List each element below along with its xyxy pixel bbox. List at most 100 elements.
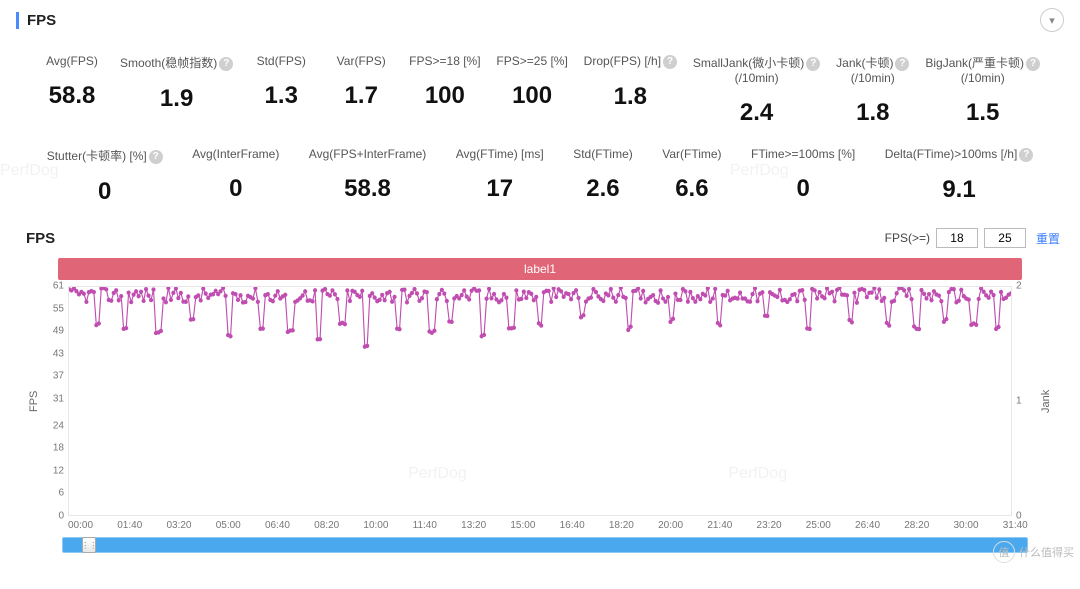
fps-series-point — [775, 295, 779, 299]
chart-title: FPS — [20, 230, 55, 247]
help-icon[interactable]: ? — [895, 57, 909, 71]
fps-filter: FPS(>=) 重置 — [885, 228, 1060, 248]
fps-series-point — [437, 292, 441, 296]
time-range-slider[interactable]: ⋮⋮ — [62, 537, 1028, 553]
fps-series-point — [420, 296, 424, 300]
fps-series-point — [862, 288, 866, 292]
fps-series-point — [186, 294, 190, 298]
fps-series-point — [328, 293, 332, 297]
fps-series-point — [266, 292, 270, 296]
fps-series-point — [539, 323, 543, 327]
help-icon[interactable]: ? — [663, 55, 677, 69]
stat-cell: FPS>=25 [%]100 — [488, 50, 575, 120]
fps-series-point — [435, 297, 439, 301]
fps-series-point — [907, 287, 911, 291]
fps-series-point — [855, 300, 859, 304]
help-icon[interactable]: ? — [149, 150, 163, 164]
stats-row-2: Stutter(卡顿率) [%]?0Avg(InterFrame)0Avg(FP… — [12, 137, 1068, 216]
stat-label: FPS>=25 [%] — [492, 54, 571, 68]
fps-series-point — [569, 297, 573, 301]
stat-cell: Drop(FPS) [/h]?1.8 — [576, 50, 685, 121]
x-tick: 06:40 — [265, 520, 290, 531]
y-tick-right: 2 — [1016, 281, 1022, 292]
fps-series-point — [410, 291, 414, 295]
fps-series-point — [996, 325, 1000, 329]
fps-series-point — [370, 291, 374, 295]
x-tick: 13:20 — [461, 520, 486, 531]
fps-series-point — [659, 288, 663, 292]
collapse-button[interactable]: ▾ — [1040, 8, 1064, 32]
x-tick: 11:40 — [413, 520, 437, 531]
fps-series-point — [922, 292, 926, 296]
fps-series-point — [698, 297, 702, 301]
fps-series-point — [164, 300, 168, 304]
fps-series-point — [373, 295, 377, 299]
y-tick-left: 61 — [53, 281, 64, 292]
fps-series-point — [750, 292, 754, 296]
fps-series-point — [348, 299, 352, 303]
legend-bar[interactable]: label1 — [58, 258, 1022, 280]
y-tick-right: 0 — [1016, 511, 1022, 522]
fps-series-point — [161, 296, 165, 300]
fps-series-point — [442, 291, 446, 295]
fps-series-point — [159, 329, 163, 333]
x-tick: 25:00 — [806, 520, 831, 531]
fps-series-point — [877, 287, 881, 291]
stat-cell: Delta(FTime)>100ms [/h]?9.1 — [870, 143, 1048, 214]
fps-threshold-input-1[interactable] — [936, 228, 978, 248]
y-tick-left: 24 — [53, 420, 64, 431]
fps-series-point — [870, 290, 874, 294]
help-icon[interactable]: ? — [1019, 148, 1033, 162]
chevron-down-icon: ▾ — [1049, 14, 1055, 27]
stat-label: Delta(FTime)>100ms [/h]? — [874, 147, 1044, 162]
fps-series-point — [176, 296, 180, 300]
fps-series-point — [977, 297, 981, 301]
fps-series-point — [144, 287, 148, 291]
fps-series-point — [236, 298, 240, 302]
stat-value: 58.8 — [298, 175, 437, 203]
fps-series-point — [939, 299, 943, 303]
fps-series-point — [793, 292, 797, 296]
slider-handle[interactable]: ⋮⋮ — [82, 537, 96, 553]
fps-series-point — [524, 296, 528, 300]
fps-series-point — [892, 299, 896, 303]
fps-series-point — [142, 299, 146, 303]
stat-label: Jank(卡顿)?(/10min) — [832, 54, 913, 85]
fps-series-point — [482, 333, 486, 337]
help-icon[interactable]: ? — [1026, 57, 1040, 71]
stat-label: Std(FTime) — [562, 147, 643, 161]
fps-series-point — [445, 299, 449, 303]
fps-series-point — [388, 290, 392, 294]
fps-series-point — [606, 293, 610, 297]
reset-link[interactable]: 重置 — [1036, 230, 1060, 247]
fps-series-point — [519, 297, 523, 301]
fps-series-point — [919, 288, 923, 292]
corner-badge: 值 什么值得买 — [993, 541, 1074, 563]
fps-series-point — [852, 291, 856, 295]
fps-series-point — [987, 296, 991, 300]
fps-series-point — [552, 287, 556, 290]
fps-series-point — [335, 297, 339, 301]
fps-series-point — [673, 291, 677, 295]
fps-series-point — [830, 290, 834, 294]
fps-series-point — [502, 292, 506, 296]
fps-series-point — [273, 293, 277, 297]
stat-label: Std(FPS) — [245, 54, 317, 68]
fps-threshold-input-2[interactable] — [984, 228, 1026, 248]
fps-series-point — [383, 298, 387, 302]
x-tick: 28:20 — [904, 520, 929, 531]
fps-series-point — [238, 293, 242, 297]
fps-series-point — [534, 295, 538, 299]
fps-series-point — [127, 290, 131, 294]
fps-series-point — [345, 288, 349, 292]
fps-series-point — [201, 287, 205, 291]
fps-series-point — [559, 289, 563, 293]
fps-series-point — [624, 296, 628, 300]
fps-series-point — [360, 289, 364, 293]
fps-chart-plot[interactable]: PerfDog PerfDog — [68, 286, 1012, 516]
fps-series-point — [477, 288, 481, 292]
fps-series-point — [199, 298, 203, 302]
help-icon[interactable]: ? — [806, 57, 820, 71]
stat-cell: Avg(FPS+InterFrame)58.8 — [294, 143, 441, 213]
help-icon[interactable]: ? — [219, 57, 233, 71]
